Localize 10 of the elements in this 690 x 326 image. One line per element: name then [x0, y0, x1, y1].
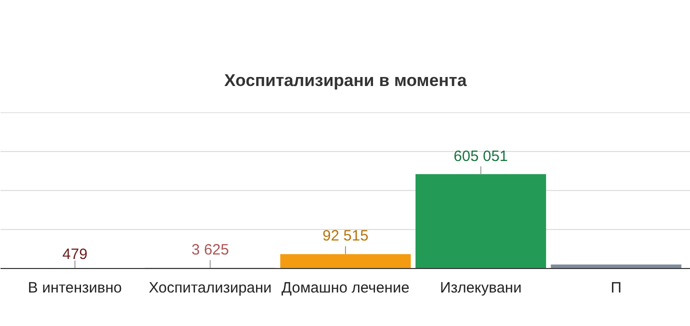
x-tick-label: Излекувани	[440, 280, 522, 296]
x-tick-label: П	[610, 280, 622, 296]
data-label: 92 515	[322, 228, 368, 245]
chart-title: Хоспитализирани в момента	[224, 71, 468, 90]
data-label: 3 625	[191, 242, 229, 259]
x-tick-label: Хоспитализирани	[148, 280, 272, 296]
x-tick-label: Домашно лечение	[282, 280, 410, 296]
data-label: 479	[62, 246, 88, 264]
data-label: 605 051	[454, 148, 508, 165]
x-tick-label: В интензивно	[28, 280, 122, 296]
